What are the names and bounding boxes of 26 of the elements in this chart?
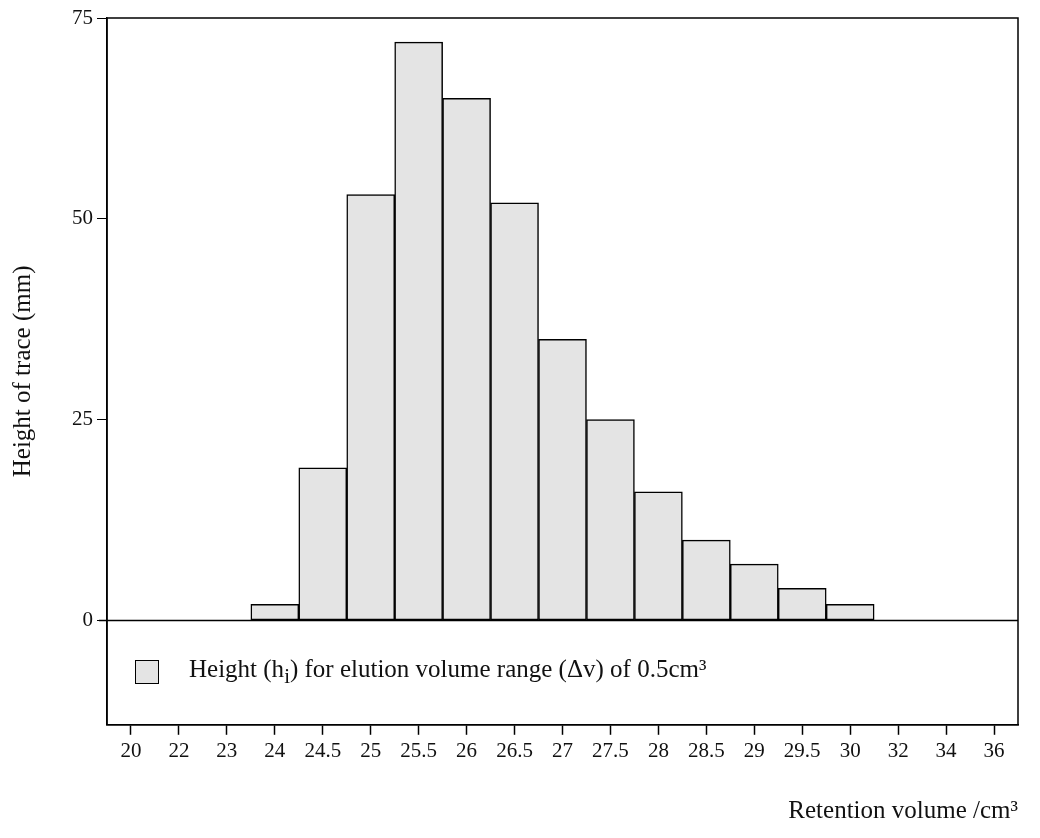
x-tick-label: 36 — [983, 737, 1005, 762]
x-tick-label: 23 — [216, 737, 238, 762]
y-axis-title: Height of trace (mm) — [7, 265, 36, 478]
x-tick-label: 29 — [743, 737, 765, 762]
x-tick-label: 27 — [552, 737, 573, 762]
y-tick-label: 25 — [72, 406, 93, 431]
x-axis-title: Retention volume /cm³ — [788, 795, 1019, 823]
x-tick-label: 26.5 — [496, 737, 533, 762]
x-tick-label: 25.5 — [400, 737, 438, 762]
x-tick-label: 28.5 — [687, 737, 725, 762]
x-tick-label: 29.5 — [783, 737, 821, 762]
legend-label: Height (h$_{i}$) for elution volume range (Δv) of 0.5cm³ — [189, 654, 707, 689]
x-tick-label: 22 — [168, 737, 190, 762]
x-tick-label: 28 — [647, 737, 669, 762]
x-tick-label: 30 — [839, 737, 861, 762]
y-tick-label: 75 — [72, 4, 93, 29]
x-tick-label: 24 — [264, 737, 286, 762]
y-tick-label: 50 — [72, 205, 93, 230]
x-tick-label: 20 — [120, 737, 142, 762]
x-tick-label: 25 — [360, 737, 382, 762]
y-tick-label: 0 — [82, 606, 93, 631]
x-tick-label: 34 — [935, 737, 958, 762]
x-tick-label: 26 — [456, 737, 478, 762]
x-tick-label: 27.5 — [592, 737, 629, 762]
x-tick-label: 32 — [887, 737, 909, 762]
x-tick-label: 24.5 — [304, 737, 342, 762]
